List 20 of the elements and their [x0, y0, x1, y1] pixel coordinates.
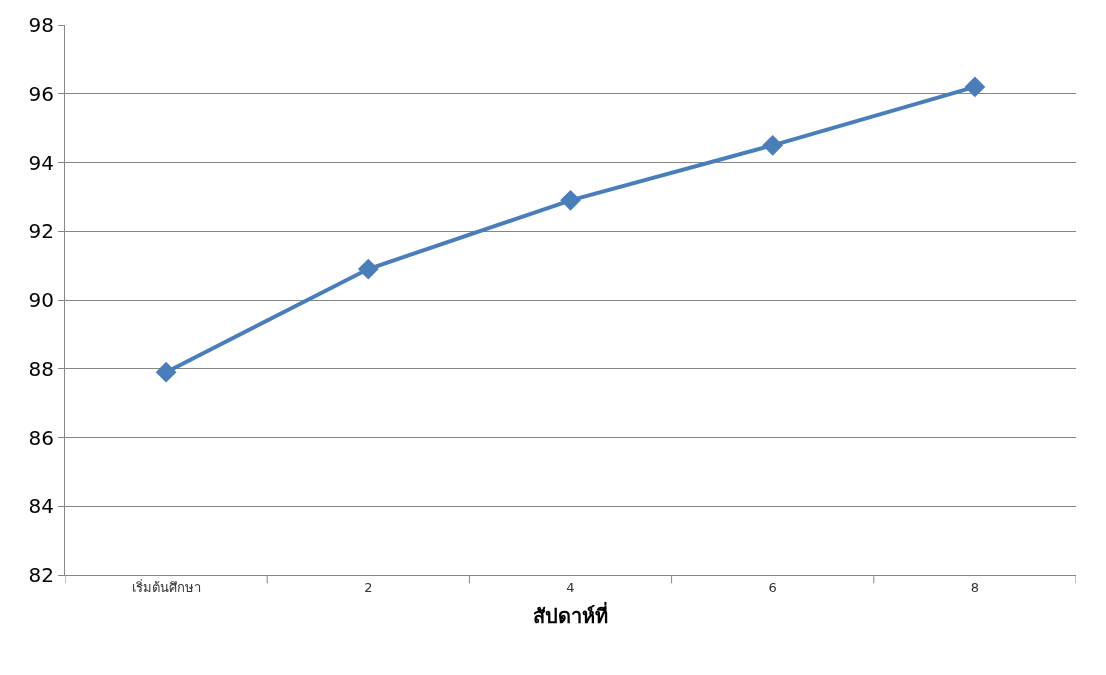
- y-tick-label: 98: [28, 13, 54, 37]
- y-tick-label: 86: [28, 425, 54, 450]
- y-tick-label: 92: [28, 219, 54, 244]
- x-tick-label: 2: [364, 579, 373, 595]
- point: [964, 76, 986, 98]
- point: [560, 189, 581, 211]
- y-tick-label: 96: [28, 81, 54, 106]
- point: [357, 258, 379, 280]
- point: [155, 361, 177, 383]
- y-tick-label: 94: [28, 150, 54, 175]
- point: [762, 134, 784, 156]
- x-tick-label: เริ่มต้นศึกษา: [131, 578, 201, 595]
- x-axis-title: สัปดาห์ที่: [533, 601, 608, 629]
- y-tick-label: 82: [28, 563, 54, 587]
- y-tick-label: 90: [28, 288, 54, 312]
- x-tick-label: 4: [566, 579, 575, 595]
- x-tick-label: 6: [768, 579, 777, 595]
- y-tick-label: 84: [28, 494, 54, 519]
- y-tick-label: 88: [28, 356, 54, 381]
- x-tick-label: 8: [970, 579, 980, 595]
